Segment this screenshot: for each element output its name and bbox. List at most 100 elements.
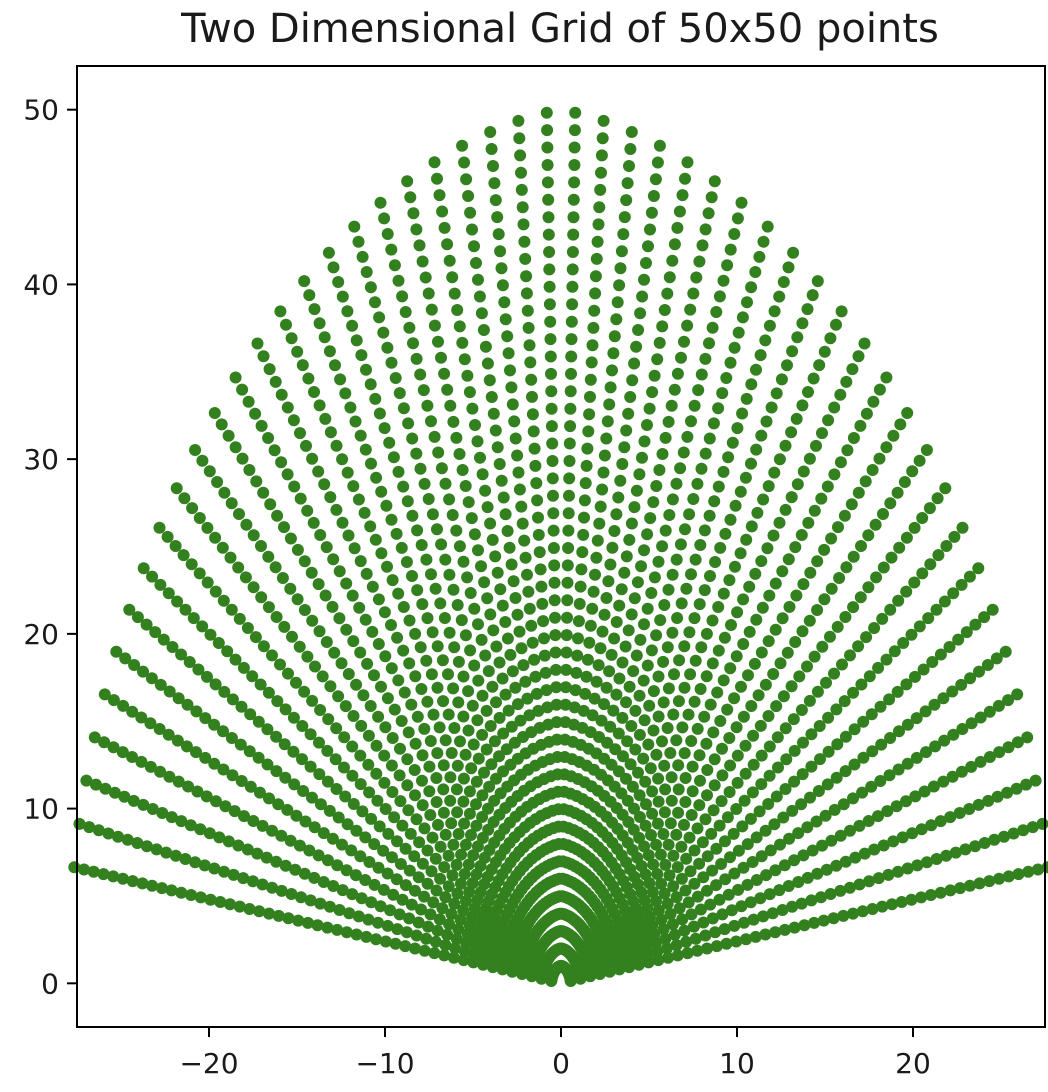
scatter-point bbox=[892, 763, 905, 776]
scatter-point bbox=[228, 805, 241, 818]
scatter-point bbox=[346, 589, 359, 602]
scatter-point bbox=[788, 854, 801, 867]
scatter-point bbox=[613, 963, 626, 976]
scatter-point bbox=[538, 649, 551, 662]
scatter-point bbox=[526, 636, 539, 649]
scatter-point bbox=[645, 829, 657, 841]
scatter-point bbox=[706, 321, 719, 334]
scatter-point bbox=[400, 556, 413, 568]
scatter-point bbox=[877, 561, 890, 574]
scatter-point bbox=[336, 838, 348, 851]
scatter-point bbox=[688, 877, 701, 890]
scatter-point bbox=[744, 896, 757, 909]
scatter-point bbox=[664, 817, 677, 830]
scatter-point bbox=[436, 205, 449, 218]
scatter-point bbox=[193, 567, 206, 580]
scatter-point bbox=[777, 690, 790, 703]
scatter-point bbox=[355, 719, 368, 732]
scatter-point bbox=[280, 318, 292, 331]
scatter-point bbox=[671, 612, 684, 624]
scatter-point bbox=[731, 776, 744, 789]
scatter-point bbox=[416, 799, 429, 812]
scatter-point bbox=[723, 732, 736, 744]
scatter-point bbox=[165, 811, 178, 824]
scatter-point bbox=[922, 612, 935, 625]
scatter-point bbox=[637, 674, 650, 687]
scatter-point bbox=[655, 877, 668, 890]
scatter-point bbox=[462, 685, 475, 698]
scatter-point bbox=[825, 834, 838, 847]
scatter-point bbox=[410, 223, 423, 236]
scatter-point bbox=[952, 633, 965, 646]
scatter-point bbox=[707, 417, 720, 430]
scatter-point bbox=[437, 806, 450, 819]
scatter-point bbox=[324, 491, 337, 504]
scatter-point bbox=[461, 571, 474, 584]
scatter-point bbox=[650, 629, 663, 642]
scatter-point bbox=[297, 785, 310, 797]
scatter-point bbox=[441, 238, 454, 251]
scatter-point bbox=[972, 562, 985, 575]
scatter-point bbox=[778, 923, 791, 936]
scatter-point bbox=[560, 646, 573, 659]
scatter-point bbox=[978, 611, 991, 624]
scatter-point bbox=[666, 626, 679, 639]
scatter-point bbox=[658, 806, 671, 819]
scatter-point bbox=[541, 176, 554, 189]
scatter-point bbox=[119, 652, 132, 665]
scatter-point bbox=[441, 383, 454, 396]
scatter-point bbox=[999, 645, 1012, 658]
scatter-point bbox=[639, 775, 652, 788]
scatter-point bbox=[329, 359, 341, 372]
scatter-point bbox=[403, 614, 416, 627]
scatter-point bbox=[668, 668, 680, 681]
scatter-point bbox=[336, 453, 349, 466]
scatter-point bbox=[972, 798, 985, 811]
scatter-point bbox=[224, 551, 237, 564]
scatter-point bbox=[406, 509, 419, 522]
scatter-point bbox=[135, 711, 148, 724]
scatter-point bbox=[486, 680, 499, 693]
scatter-point bbox=[738, 794, 751, 807]
scatter-point bbox=[650, 895, 662, 908]
scatter-point bbox=[361, 657, 374, 670]
scatter-point bbox=[710, 842, 723, 855]
scatter-point bbox=[350, 928, 363, 941]
scatter-point bbox=[568, 124, 581, 137]
scatter-point bbox=[385, 513, 398, 526]
scatter-point bbox=[388, 811, 401, 824]
scatter-point bbox=[710, 940, 723, 953]
scatter-point bbox=[586, 339, 599, 352]
scatter-point bbox=[910, 751, 923, 764]
scatter-point bbox=[699, 813, 712, 826]
scatter-point bbox=[565, 367, 577, 380]
scatter-point bbox=[411, 584, 424, 597]
scatter-point bbox=[547, 507, 560, 520]
scatter-point bbox=[458, 156, 471, 169]
scatter-point bbox=[741, 838, 754, 851]
scatter-point bbox=[615, 583, 628, 596]
scatter-point bbox=[811, 555, 824, 568]
scatter-point bbox=[681, 156, 694, 169]
scatter-point bbox=[303, 289, 316, 302]
scatter-point bbox=[421, 844, 434, 857]
scatter-point bbox=[701, 850, 714, 863]
scatter-point bbox=[738, 916, 750, 929]
scatter-point bbox=[855, 540, 867, 552]
scatter-point bbox=[354, 778, 367, 791]
scatter-point bbox=[401, 779, 414, 792]
x-tick-label: 0 bbox=[552, 1047, 570, 1080]
scatter-point bbox=[241, 843, 254, 856]
scatter-point bbox=[703, 337, 715, 350]
scatter-point bbox=[636, 451, 648, 464]
scatter-point bbox=[452, 923, 465, 936]
scatter-point bbox=[792, 827, 805, 840]
scatter-point bbox=[638, 840, 651, 853]
scatter-point bbox=[703, 432, 716, 445]
scatter-point bbox=[750, 874, 763, 886]
scatter-point bbox=[479, 649, 492, 662]
scatter-point bbox=[459, 480, 472, 492]
scatter-point bbox=[471, 435, 484, 448]
scatter-point bbox=[955, 578, 968, 591]
scatter-point bbox=[785, 426, 798, 439]
